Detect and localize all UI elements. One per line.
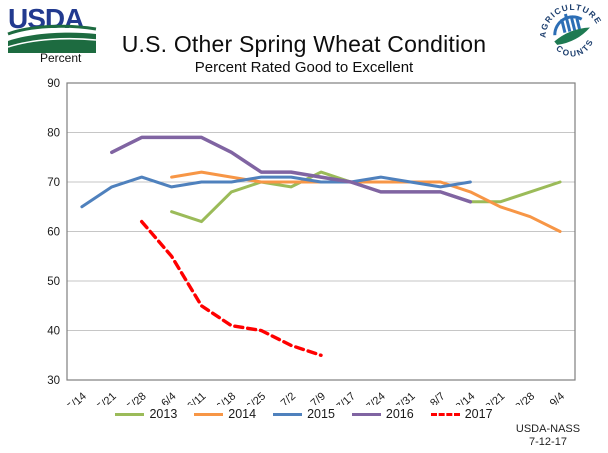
series-line-2015 [80, 175, 472, 209]
legend-swatch-2015 [273, 412, 303, 416]
legend-item-2013: 2013 [115, 407, 177, 421]
legend-item-2017: 2017 [430, 407, 493, 421]
legend-swatch-2014 [194, 412, 224, 416]
usda-logo: USDA [7, 3, 97, 53]
y-axis-tick-label: 60 [47, 227, 60, 239]
x-axis-tick-label: 7/2 [279, 390, 298, 405]
legend-label: 2015 [307, 407, 335, 421]
legend-item-2015: 2015 [273, 407, 335, 421]
y-axis-tick-label: 70 [47, 177, 60, 189]
x-axis-tick-label: 6/4 [159, 390, 178, 405]
x-axis-tick-label: 8/14 [453, 390, 477, 405]
y-axis-title: Percent [40, 51, 82, 65]
y-axis-tick-label: 50 [47, 276, 60, 288]
x-axis-tick-label: 9/4 [548, 390, 567, 405]
legend-label: 2014 [228, 407, 257, 421]
x-axis-tick-label: 8/21 [483, 390, 507, 405]
legend-label: 2016 [385, 407, 414, 421]
x-axis-tick-label: 7/31 [394, 390, 418, 405]
x-axis-tick-label: 5/21 [95, 390, 119, 405]
source-date: 7-12-17 [529, 436, 567, 448]
line-chart-plot: 90 80 70 60 50 40 30 5/14 5/21 5/28 6/4 6/11 6/18 6/2… [47, 78, 576, 405]
chart-subtitle: Percent Rated Good to Excellent [194, 59, 414, 76]
legend-item-2014: 2014 [194, 407, 256, 421]
series-line-2014 [170, 170, 562, 233]
agriculture-counts-badge: AGRICULTURE COUNTS [540, 2, 604, 63]
x-axis-tick-label: 6/18 [214, 390, 238, 405]
x-axis-tick-label: 5/14 [65, 390, 89, 405]
x-axis-tick-label: 8/28 [513, 390, 537, 405]
plot-border [66, 82, 576, 381]
x-axis-tick-label: 7/24 [364, 390, 388, 405]
x-axis-tick-label: 6/11 [185, 390, 208, 405]
x-axis-tick-label: 7/9 [309, 390, 328, 405]
badge-emblem [553, 13, 590, 45]
legend-item-2016: 2016 [351, 407, 414, 421]
y-axis-tick-label: 30 [47, 375, 60, 387]
chart-legend: 2013 2014 2015 2016 2017 [0, 406, 608, 422]
legend-label: 2013 [149, 407, 178, 421]
legend-swatch-2016 [351, 412, 381, 416]
usda-logo-field [8, 32, 96, 53]
y-axis-tick-label: 40 [47, 326, 60, 338]
source-note: USDA-NASS 7-12-17 [500, 423, 596, 449]
usda-logo-swoosh-line [7, 24, 97, 36]
legend-swatch-2017 [430, 412, 460, 416]
x-axis-tick-label: 7/17 [334, 390, 358, 405]
chart-title: U.S. Other Spring Wheat Condition [121, 31, 487, 57]
series-line-2016 [110, 135, 473, 204]
usda-logo-field-line [7, 37, 97, 48]
x-axis-tick-label: 6/25 [244, 390, 268, 405]
x-axis-tick-label: 5/28 [125, 390, 149, 405]
source-agency: USDA-NASS [515, 423, 581, 435]
series-line-2017 [139, 219, 323, 357]
y-axis-tick-label: 90 [47, 78, 60, 90]
x-axis-tick-label: 8/7 [428, 390, 447, 405]
y-axis-tick-label: 80 [47, 128, 60, 140]
legend-label: 2017 [464, 407, 493, 421]
legend-swatch-2013 [115, 412, 145, 416]
